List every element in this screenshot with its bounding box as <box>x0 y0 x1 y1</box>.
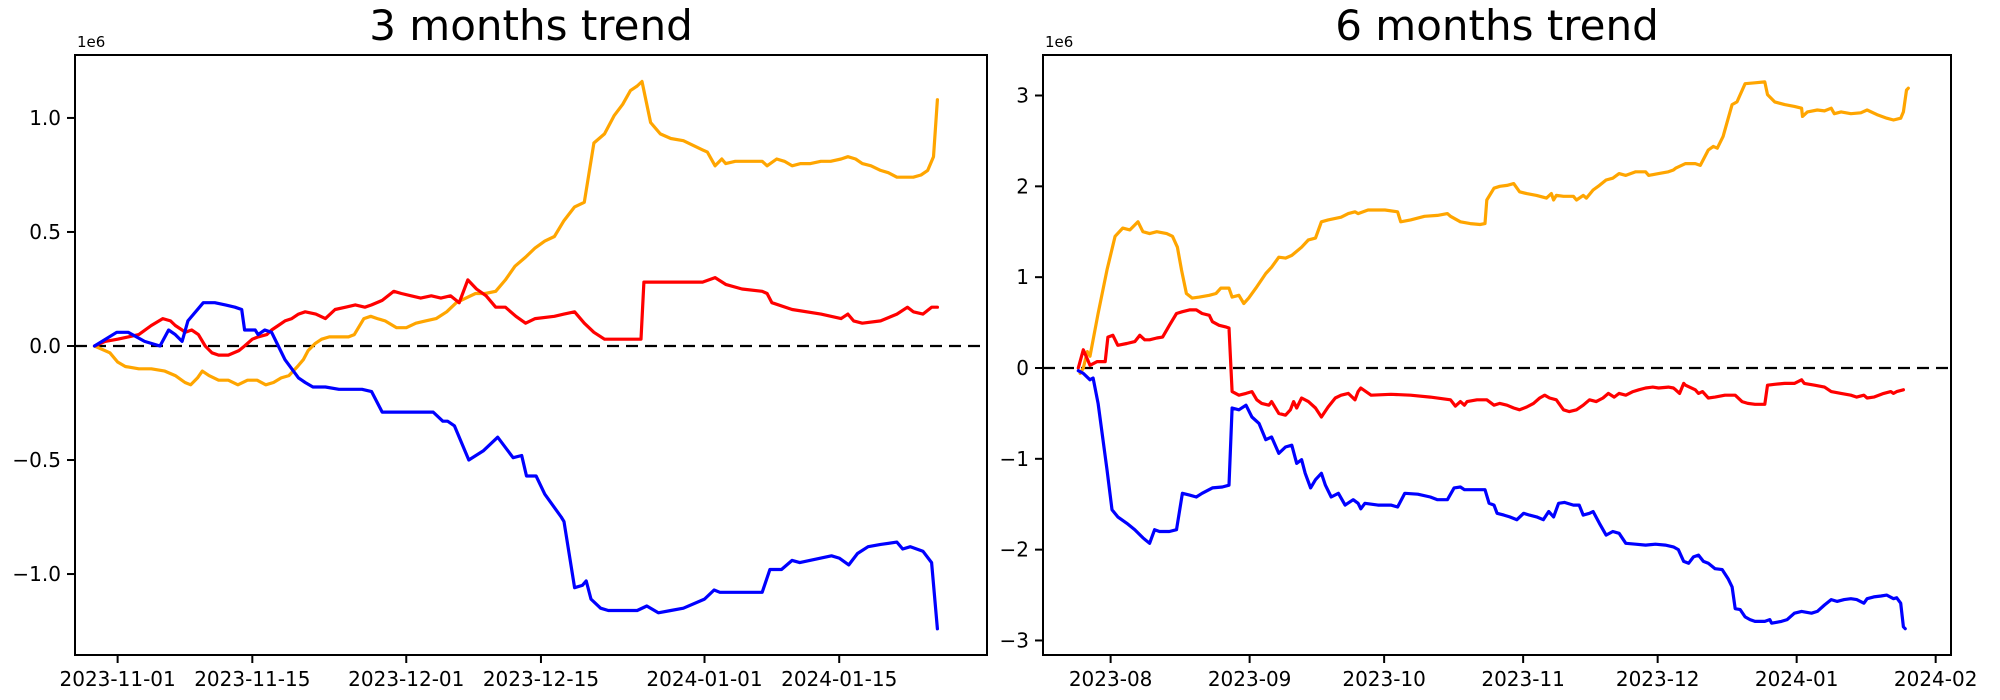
y-axis-offset-label-left: 1e6 <box>77 33 106 51</box>
x-axis-tick-label: 2023-12 <box>1616 667 1700 691</box>
axes-spines <box>1042 54 1952 656</box>
x-axis-tick-label: 2024-01-01 <box>646 667 762 691</box>
y-axis-tick-label: 1.0 <box>29 106 61 130</box>
x-axis-tick-label: 2024-02 <box>1894 667 1978 691</box>
series-line-orange <box>1078 80 1910 375</box>
y-axis-tick-label: 0 <box>1016 356 1029 380</box>
y-axis-tick-label: 0.0 <box>29 334 61 358</box>
x-axis-tick-label: 2024-01-15 <box>781 667 897 691</box>
y-axis-tick-label: −2 <box>1000 538 1029 562</box>
series-line-red <box>1076 308 1906 419</box>
x-axis-tick-label: 2023-08 <box>1069 667 1153 691</box>
y-axis-tick-label: −3 <box>1000 628 1029 652</box>
y-axis-offset-label-right: 1e6 <box>1045 33 1074 51</box>
y-axis-tick-label: 0.5 <box>29 220 61 244</box>
x-axis-tick-label: 2023-11-01 <box>60 667 176 691</box>
x-axis-tick-label: 2023-12-15 <box>483 667 599 691</box>
y-axis-tick-label: −1 <box>1000 447 1029 471</box>
chart-title-3-months: 3 months trend <box>369 1 693 50</box>
x-axis-tick-label: 2023-11-15 <box>194 667 310 691</box>
x-axis-tick-label: 2023-09 <box>1208 667 1292 691</box>
y-axis-tick-label: −1.0 <box>12 562 61 586</box>
series-line-blue <box>92 301 940 631</box>
chart-title-6-months: 6 months trend <box>1335 1 1659 50</box>
x-axis-tick-label: 2023-12-01 <box>348 667 464 691</box>
x-axis-tick-label: 2024-01 <box>1755 667 1839 691</box>
series-line-blue <box>1076 369 1907 631</box>
y-axis-tick-label: 3 <box>1016 84 1029 108</box>
axes-spines <box>74 54 988 656</box>
y-axis-tick-label: 1 <box>1016 265 1029 289</box>
y-axis-tick-label: −0.5 <box>12 448 61 472</box>
y-axis-tick-label: 2 <box>1016 174 1029 198</box>
x-axis-tick-label: 2023-10 <box>1342 667 1426 691</box>
series-line-orange <box>92 79 940 387</box>
x-axis-tick-label: 2023-11 <box>1481 667 1565 691</box>
series-line-red <box>92 276 940 357</box>
